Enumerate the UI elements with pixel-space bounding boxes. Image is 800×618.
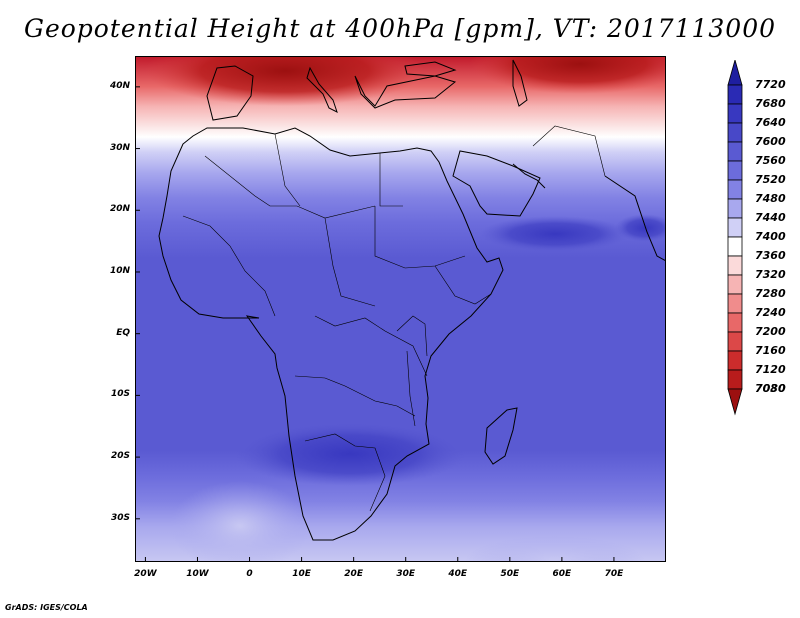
colorbar-level-label: 7600	[755, 135, 786, 148]
lon-tick-label: 20E	[344, 569, 363, 579]
colorbar-level-label: 7280	[755, 287, 786, 300]
colorbar-swatch	[727, 255, 743, 276]
colorbar-level-label: 7360	[755, 249, 786, 262]
india	[604, 175, 666, 262]
arabia	[452, 150, 541, 217]
colorbar-level-label: 7520	[755, 173, 786, 186]
border-west	[182, 215, 276, 317]
persian-gulf	[512, 163, 546, 189]
lat-tick-label: EQ	[116, 327, 130, 338]
credit-text: GrADS: IGES/COLA	[5, 603, 88, 612]
lon-tick-label: 50E	[500, 569, 520, 579]
low-south-east	[465, 536, 645, 562]
colorbar-level-label: 7400	[755, 230, 786, 243]
colorbar-bottom-arrow	[727, 388, 743, 416]
colorbar-swatch	[727, 122, 743, 143]
colorbar-level-label: 7320	[755, 268, 786, 281]
lon-tick-label: 70E	[604, 569, 624, 579]
lon-tick-label: 20W	[134, 569, 157, 579]
lon-tick-label: 0	[246, 569, 253, 579]
colorbar-swatch	[727, 179, 743, 200]
colorbar-swatch	[727, 274, 743, 295]
low-south-west	[170, 481, 310, 562]
colorbar-level-label: 7680	[755, 97, 786, 110]
lon-tick-label: 10E	[292, 569, 311, 579]
lat-tick-label: 10N	[109, 265, 130, 276]
colorbar-swatch	[727, 160, 743, 181]
colorbar-level-label: 7560	[755, 154, 786, 167]
colorbar-swatch	[727, 293, 743, 314]
greece-turkey	[354, 75, 457, 109]
high-india	[615, 214, 666, 242]
colorbar-level-label: 7160	[755, 344, 786, 357]
colorbar-level-label: 7120	[755, 363, 786, 376]
axis-ticks	[135, 86, 615, 562]
colorbar-level-label: 7030	[755, 382, 786, 395]
lat-tick-label: 30S	[110, 512, 130, 523]
border-iran	[532, 125, 606, 177]
lon-tick-label: 30E	[396, 569, 416, 579]
colorbar-swatch	[727, 141, 743, 162]
border-sahara-2	[274, 133, 301, 207]
border-chad	[324, 217, 376, 307]
map-title: Geopotential Height at 400hPa [gpm], VT:…	[23, 14, 777, 43]
colorbar-swatch	[727, 236, 743, 257]
colorbar-swatch	[727, 312, 743, 333]
border-horn	[434, 265, 492, 305]
colorbar-level-label: 7080	[755, 382, 786, 395]
map-panel	[135, 56, 666, 562]
lon-tick-label: 60E	[552, 569, 572, 579]
lat-tick-label: 20N	[109, 204, 130, 215]
iberia	[206, 65, 254, 121]
border-southern	[304, 433, 386, 512]
border-central-south	[294, 375, 416, 417]
contour-map	[135, 56, 666, 562]
colorbar-level-label: 7640	[755, 116, 786, 129]
colorbar-swatch	[727, 331, 743, 352]
lat-tick-label: 20S	[110, 451, 130, 462]
border-libya-egypt	[379, 153, 403, 207]
colorbar-swatch	[727, 103, 743, 124]
high-south-africa	[235, 422, 465, 486]
ridge-east	[470, 56, 666, 94]
black-sea	[404, 61, 457, 77]
map-frame	[135, 56, 666, 562]
border-sahara-1	[204, 155, 376, 219]
lon-tick-label: 40E	[448, 569, 468, 579]
border-east	[396, 315, 428, 357]
colorbar	[727, 60, 743, 416]
colorbar-level-label: 7440	[755, 211, 786, 224]
colorbar-level-label: 7200	[755, 325, 786, 338]
border-sudan	[374, 206, 466, 269]
lat-tick-label: 10S	[110, 389, 130, 400]
colorbar-top-arrow	[727, 60, 743, 86]
lat-tick-label: 30N	[109, 142, 130, 153]
colorbar-swatch	[727, 350, 743, 371]
colorbar-level-label: 7720	[755, 78, 786, 91]
country-borders	[182, 125, 606, 512]
caspian	[512, 59, 528, 107]
lat-tick-label: 40N	[109, 80, 130, 91]
colorbar-swatch	[727, 198, 743, 219]
border-lakes	[406, 350, 416, 427]
ridge-west	[145, 56, 425, 106]
colorbar-level-label: 7240	[755, 306, 786, 319]
colorbar-swatch	[727, 369, 743, 390]
colorbar-level-label: 7480	[755, 192, 786, 205]
lon-tick-label: 10W	[186, 569, 209, 579]
italy	[306, 66, 338, 113]
madagascar	[484, 407, 518, 465]
border-congo	[314, 315, 428, 377]
colorbar-swatch	[727, 217, 743, 238]
colorbar-swatch	[727, 84, 743, 105]
high-arabia	[480, 216, 630, 252]
